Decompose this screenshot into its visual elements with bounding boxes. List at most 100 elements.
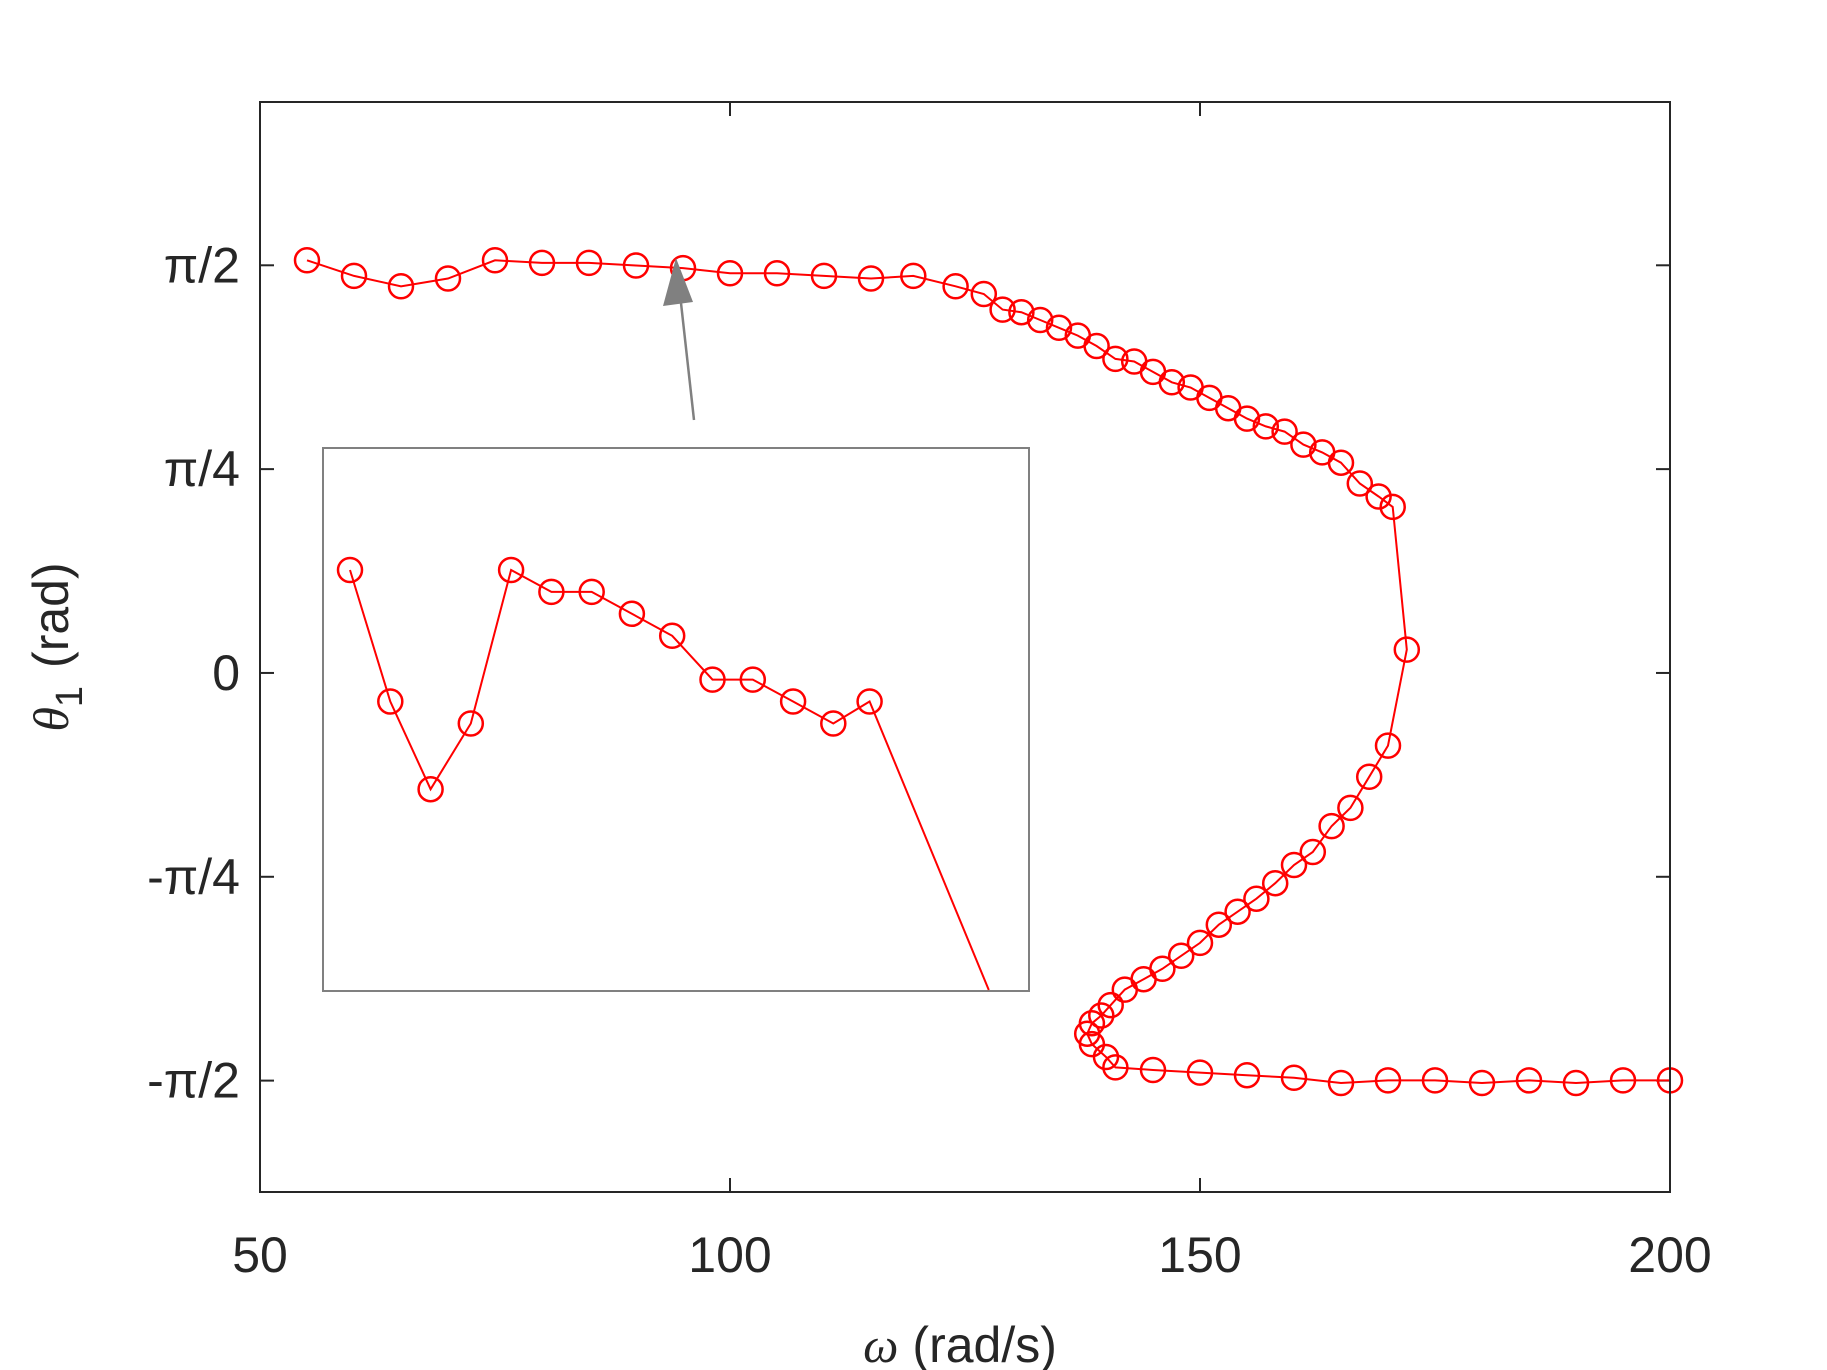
axes-box xyxy=(259,101,1671,1193)
x-tick-labels: 50 100 150 200 xyxy=(232,1227,1712,1283)
inset xyxy=(322,447,1030,992)
data-point xyxy=(763,260,791,287)
data-point xyxy=(1280,851,1308,879)
data-point xyxy=(1233,1061,1261,1089)
data-point xyxy=(434,265,462,292)
data-point xyxy=(293,247,321,274)
inset-data-point xyxy=(618,600,646,628)
data-point xyxy=(1280,1064,1308,1092)
y-axis-title: θ1(rad) xyxy=(23,562,91,731)
data-point xyxy=(387,273,415,300)
data-point xyxy=(857,265,885,292)
data-point xyxy=(970,280,998,308)
data-point xyxy=(1346,470,1374,497)
x-tick-label: 150 xyxy=(1158,1227,1241,1283)
inset-data-point xyxy=(658,622,686,650)
x-tick-label: 100 xyxy=(688,1227,771,1283)
inset-data-point xyxy=(377,688,404,715)
x-tick-label: 50 xyxy=(232,1227,288,1283)
inset-data-point xyxy=(497,556,525,584)
data-point xyxy=(989,296,1016,323)
data-point xyxy=(1365,483,1392,510)
data-point xyxy=(942,273,969,300)
x-axis-title: ω (rad/s) xyxy=(863,1317,1057,1370)
inset-data-point xyxy=(699,666,726,693)
zoom-arrow-head xyxy=(663,258,693,306)
main-series-markers xyxy=(293,247,1684,1097)
data-point xyxy=(1337,794,1364,822)
y-tick-label: -π/4 xyxy=(147,849,240,905)
inset-data-point xyxy=(336,556,364,584)
data-point xyxy=(622,252,650,279)
y-tick-label: π/2 xyxy=(164,237,240,293)
y-tick-label: -π/2 xyxy=(147,1053,240,1109)
data-point xyxy=(340,262,368,290)
data-point xyxy=(1374,1067,1402,1094)
plot-background xyxy=(260,102,1670,1192)
data-point xyxy=(1008,298,1035,326)
data-point xyxy=(716,260,744,287)
data-point xyxy=(1111,976,1139,1003)
inset-data-point xyxy=(820,710,847,737)
data-point xyxy=(1355,763,1383,791)
data-point xyxy=(1609,1067,1637,1094)
y-tick-label: π/4 xyxy=(164,441,240,497)
inset-series xyxy=(336,556,990,991)
data-point xyxy=(528,249,556,277)
data-point xyxy=(1562,1069,1590,1097)
data-point xyxy=(1167,942,1195,970)
data-point xyxy=(1102,345,1129,373)
main-series xyxy=(293,247,1684,1097)
inset-series-markers xyxy=(336,556,883,803)
data-point xyxy=(1290,431,1317,458)
data-point xyxy=(1468,1069,1496,1097)
data-point xyxy=(900,262,927,290)
data-point xyxy=(1045,314,1073,342)
data-point xyxy=(1205,911,1233,938)
inset-series-line xyxy=(349,568,990,991)
inset-data-point xyxy=(538,578,565,606)
data-point xyxy=(1327,449,1355,476)
data-point xyxy=(481,247,509,274)
inset-frame xyxy=(322,447,1030,992)
inset-data-point xyxy=(779,688,807,715)
main-series-line xyxy=(306,259,1670,1085)
inset-data-point xyxy=(856,688,883,715)
data-point xyxy=(1097,991,1124,1019)
data-point xyxy=(1299,838,1327,866)
x-tick-label: 200 xyxy=(1628,1227,1711,1283)
data-point xyxy=(1515,1067,1543,1094)
y-tick-labels: π/2 π/4 0 -π/4 -π/2 xyxy=(147,237,240,1108)
inset-data-point xyxy=(739,666,767,693)
data-point xyxy=(1243,885,1270,912)
data-point xyxy=(575,249,603,277)
data-point xyxy=(1393,636,1421,663)
data-point xyxy=(1327,1069,1355,1097)
data-point xyxy=(1083,332,1110,360)
inset-data-point xyxy=(578,578,605,606)
data-point xyxy=(1224,898,1251,925)
inset-data-point xyxy=(417,775,444,803)
zoom-arrow xyxy=(663,258,696,421)
inset-data-point xyxy=(457,710,485,737)
data-point xyxy=(1252,413,1280,440)
data-point xyxy=(810,262,838,290)
data-point xyxy=(1092,1043,1120,1071)
data-point xyxy=(1374,732,1402,759)
data-point xyxy=(1379,493,1406,521)
data-point xyxy=(1261,869,1289,897)
y-tick-label: 0 xyxy=(212,645,240,701)
data-point xyxy=(1233,405,1261,432)
data-point xyxy=(1318,812,1345,840)
data-point xyxy=(1026,306,1054,334)
data-point xyxy=(1421,1067,1449,1094)
data-point xyxy=(1186,1059,1214,1086)
data-point xyxy=(1088,1002,1115,1029)
data-point xyxy=(1271,418,1298,445)
data-point xyxy=(1186,929,1214,957)
data-point xyxy=(1139,1056,1167,1084)
data-point xyxy=(1158,369,1186,396)
zoom-arrow-shaft xyxy=(678,293,696,421)
data-point xyxy=(1102,1054,1129,1081)
